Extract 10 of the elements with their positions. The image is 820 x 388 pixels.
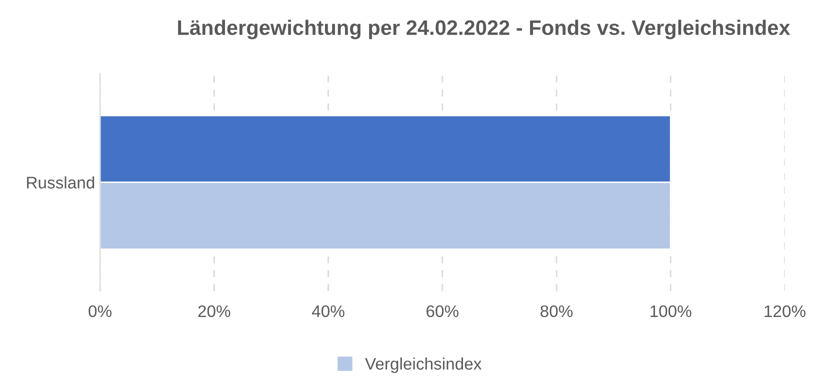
x-tick-label: 100% — [650, 305, 692, 318]
chart-title: Ländergewichtung per 24.02.2022 - Fonds vs. Vergleichsindex — [178, 20, 790, 40]
x-tick-label: 40% — [312, 305, 344, 318]
legend-label: Vergleichsindex — [365, 357, 482, 373]
y-tick-label: Russland — [27, 176, 94, 189]
x-tick-label: 20% — [198, 305, 230, 318]
x-tick-label: 80% — [540, 305, 573, 318]
x-tick-label: 120% — [764, 305, 806, 318]
x-tick-label: 0% — [88, 305, 112, 318]
x-tick-label: 60% — [426, 305, 458, 318]
